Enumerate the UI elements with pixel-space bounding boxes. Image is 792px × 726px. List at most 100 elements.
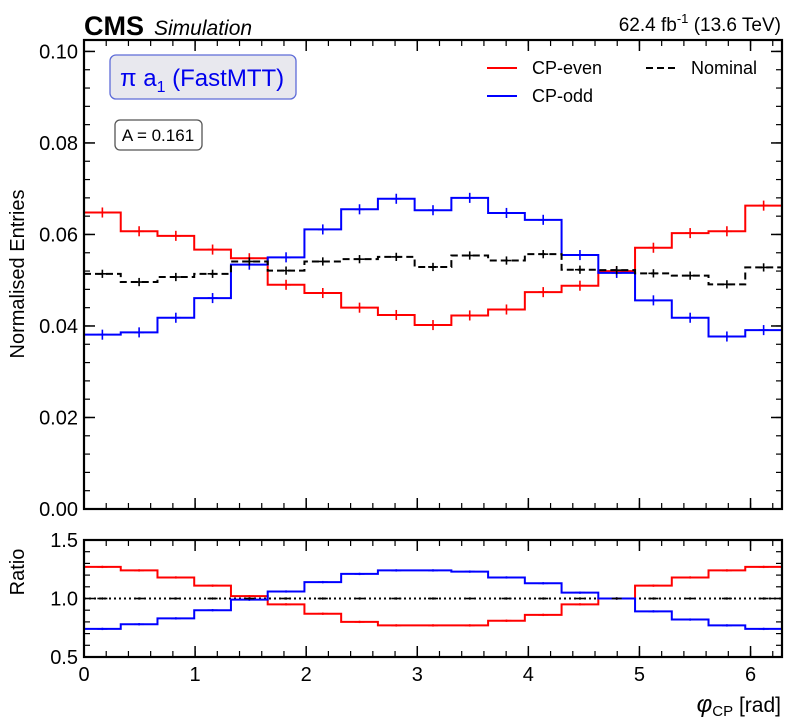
- main-point-nominal: [685, 271, 696, 280]
- ratio-series-nominal: [97, 597, 769, 600]
- ratio-point-cp-even: [538, 613, 549, 617]
- x-tick-label: 6: [745, 664, 756, 686]
- main-point-cp-even: [501, 304, 512, 315]
- main-point-cp-even: [648, 242, 659, 253]
- ratio-point-nominal: [391, 597, 402, 600]
- channel-method: (FastMTT): [172, 65, 284, 92]
- x-label-unit: [rad]: [733, 694, 781, 717]
- ratio-point-cp-even: [721, 569, 732, 572]
- main-point-nominal: [428, 262, 438, 272]
- x-tick-label: 2: [301, 664, 312, 686]
- energy-label: (13.6 TeV): [694, 15, 781, 36]
- ratio-point-nominal: [685, 597, 696, 600]
- ratio-point-cp-odd: [281, 590, 292, 593]
- ratio-point-cp-odd: [134, 623, 145, 626]
- ratio-point-cp-odd: [317, 580, 328, 584]
- legend: CP-even Nominal CP-odd: [487, 58, 757, 106]
- main-point-nominal: [611, 266, 622, 275]
- ratio-point-nominal: [354, 597, 365, 600]
- x-label-symbol: φ: [697, 691, 713, 718]
- ratio-ytick-label: 1.0: [50, 589, 78, 611]
- ratio-point-cp-odd: [685, 618, 696, 621]
- x-tick-label: 5: [634, 664, 645, 686]
- main-point-nominal: [721, 280, 732, 289]
- ratio-panel: 0.5 1.0 1.5 0 1 2 3 4 5 6: [50, 530, 784, 686]
- main-point-nominal: [648, 269, 659, 278]
- main-point-nominal: [97, 269, 108, 278]
- ratio-step-line-cp-even: [84, 565, 782, 627]
- main-series-cp-even: [84, 200, 782, 331]
- main-point-cp-even: [391, 309, 402, 321]
- x-tick-label: 0: [78, 664, 89, 686]
- main-point-cp-even: [538, 287, 549, 298]
- channel-text: π a1 (FastMTT): [120, 65, 284, 96]
- main-point-cp-even: [134, 226, 145, 237]
- ratio-point-cp-even: [207, 584, 218, 587]
- main-point-nominal: [538, 250, 549, 259]
- ratio-point-cp-odd: [501, 576, 512, 579]
- ratio-point-cp-odd: [428, 569, 438, 572]
- x-tick-label: 4: [523, 664, 534, 686]
- ratio-point-cp-even: [758, 565, 769, 569]
- main-point-nominal: [317, 257, 328, 266]
- lumi-exponent: -1: [677, 11, 689, 26]
- ratio-point-nominal: [648, 597, 659, 600]
- main-ytick-label: 0.00: [39, 499, 78, 521]
- main-ytick-label: 0.06: [39, 224, 78, 246]
- main-point-cp-odd: [281, 252, 292, 263]
- ratio-point-nominal: [317, 597, 328, 600]
- cms-label: CMS: [84, 11, 144, 41]
- ratio-point-cp-even: [501, 619, 512, 622]
- ratio-point-nominal: [721, 597, 732, 600]
- ratio-point-cp-odd: [758, 627, 769, 631]
- ratio-point-nominal: [134, 597, 145, 600]
- main-point-cp-odd: [207, 293, 218, 304]
- main-y-label: Normalised Entries: [7, 190, 29, 359]
- ratio-point-nominal: [170, 597, 181, 600]
- ratio-point-cp-odd: [574, 591, 585, 594]
- ratio-point-cp-even: [464, 624, 475, 627]
- simulation-label: Simulation: [154, 17, 252, 40]
- main-point-cp-odd: [721, 331, 732, 342]
- asymmetry-box: [114, 119, 203, 151]
- main-point-cp-odd: [464, 192, 475, 203]
- main-point-cp-even: [354, 302, 365, 313]
- main-point-cp-even: [207, 244, 218, 255]
- asymmetry-text: A = 0.161: [122, 126, 194, 145]
- channel-main: π a: [120, 65, 157, 92]
- ratio-step-line-cp-odd: [84, 569, 782, 630]
- channel-annotation: π a1 (FastMTT): [109, 54, 297, 100]
- ratio-point-cp-odd: [207, 609, 218, 612]
- main-point-nominal: [170, 272, 181, 282]
- legend-label-cp-odd: CP-odd: [532, 86, 593, 106]
- ratio-y-label: Ratio: [7, 549, 29, 596]
- main-series-nominal: [84, 250, 782, 289]
- legend-label-cp-even: CP-even: [532, 58, 602, 78]
- main-point-cp-even: [685, 228, 696, 239]
- ratio-point-cp-odd: [538, 582, 549, 585]
- main-point-cp-even: [758, 200, 769, 211]
- main-point-cp-odd: [170, 312, 181, 323]
- ratio-point-cp-odd: [721, 624, 732, 627]
- main-y-axis: 0.00 0.02 0.04 0.06 0.08 0.10: [39, 41, 782, 521]
- main-point-cp-odd: [538, 214, 549, 225]
- main-ytick-label: 0.04: [39, 316, 78, 338]
- ratio-ytick-label: 1.5: [50, 530, 78, 552]
- ratio-point-cp-even: [354, 620, 365, 624]
- main-point-nominal: [281, 266, 292, 275]
- main-point-nominal: [207, 269, 218, 278]
- ratio-series-group: [84, 565, 782, 631]
- channel-subscript: 1: [157, 79, 166, 96]
- lumi-value: 62.4 fb: [619, 15, 677, 36]
- ratio-point-cp-even: [317, 612, 328, 615]
- main-point-cp-even: [281, 279, 292, 290]
- ratio-point-cp-odd: [97, 627, 108, 631]
- ratio-point-cp-odd: [464, 570, 475, 573]
- ratio-point-cp-odd: [354, 572, 365, 576]
- ratio-point-nominal: [611, 597, 622, 600]
- ratio-point-cp-even: [428, 624, 438, 627]
- main-point-cp-odd: [685, 312, 696, 323]
- main-point-nominal: [574, 265, 585, 274]
- x-tick-label: 1: [190, 664, 201, 686]
